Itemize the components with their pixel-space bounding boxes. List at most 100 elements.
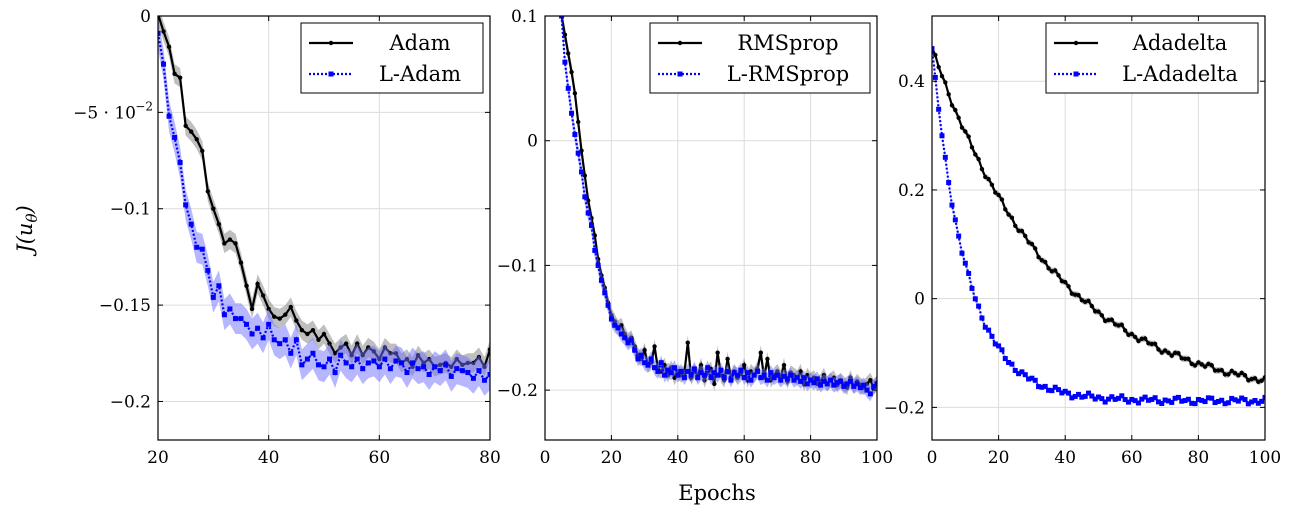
data-point: [585, 210, 591, 216]
data-point: [625, 340, 631, 346]
data-point: [1199, 397, 1205, 403]
data-point: [304, 356, 310, 362]
panel-adadelta: 0 20 40 60 80 100 0.4 0.2 0 −0.2 Adadelta L-Adadelt…: [884, 15, 1281, 468]
data-point: [327, 356, 333, 362]
data-point: [969, 285, 975, 291]
data-point: [1116, 323, 1121, 328]
data-point: [844, 381, 850, 387]
data-point: [851, 383, 857, 389]
data-point: [801, 375, 807, 381]
x-tick-label: 40: [258, 448, 280, 468]
data-point: [932, 46, 935, 52]
data-point: [685, 340, 690, 345]
data-point: [867, 391, 873, 397]
data-point: [648, 356, 654, 362]
data-point: [652, 344, 657, 349]
data-point: [976, 303, 982, 309]
data-point: [360, 366, 366, 372]
data-point: [688, 372, 694, 378]
x-tick-label: 60: [1121, 448, 1143, 468]
data-point: [781, 373, 787, 379]
data-point: [738, 367, 744, 373]
data-point: [956, 115, 961, 120]
legend-box: [300, 22, 484, 94]
data-point: [1023, 233, 1028, 239]
data-point: [211, 206, 216, 211]
legend-marker: [1073, 40, 1079, 46]
data-point: [1209, 363, 1214, 368]
x-tick-label: 20: [988, 448, 1010, 468]
data-point: [1056, 273, 1061, 278]
series-line-l-adadelta: [932, 48, 1265, 406]
data-point: [1049, 388, 1055, 394]
series-line-adadelta: [932, 48, 1265, 384]
data-point: [605, 302, 611, 308]
data-point: [784, 376, 790, 382]
legend-label-l-adadelta: L-Adadelta: [1122, 62, 1238, 86]
data-point: [1102, 318, 1108, 324]
data-point: [299, 327, 305, 333]
data-point: [943, 80, 948, 85]
data-point: [946, 180, 952, 186]
data-point: [576, 119, 581, 125]
data-point: [1259, 398, 1265, 404]
data-point: [735, 372, 741, 378]
data-point: [936, 64, 941, 70]
data-point: [1102, 399, 1108, 405]
data-point: [628, 337, 634, 343]
data-point: [837, 378, 843, 384]
data-point: [1232, 370, 1238, 376]
data-point: [233, 241, 238, 246]
data-point: [266, 306, 271, 312]
data-point: [1032, 377, 1038, 383]
data-point: [1046, 266, 1051, 271]
data-point: [662, 372, 668, 378]
data-point: [1175, 394, 1181, 400]
data-point: [172, 134, 178, 140]
data-point: [1182, 356, 1188, 362]
data-point: [1192, 363, 1198, 368]
data-point: [1235, 398, 1241, 404]
data-point: [708, 375, 714, 381]
data-point: [1082, 299, 1088, 305]
data-point: [754, 368, 760, 374]
data-point: [1252, 376, 1258, 381]
data-point: [618, 331, 624, 337]
data-point: [288, 350, 294, 356]
legend-label-adam: Adam: [388, 31, 450, 55]
data-point: [1039, 258, 1045, 263]
data-point: [612, 322, 618, 328]
data-point: [854, 381, 860, 387]
data-point: [1236, 373, 1241, 378]
legend: Adadelta L-Adadelta: [1045, 22, 1259, 94]
data-point: [1036, 384, 1042, 390]
axes-frame: [157, 15, 491, 441]
data-point: [1202, 399, 1208, 405]
data-point: [1049, 269, 1055, 274]
data-point: [210, 294, 216, 300]
data-point: [642, 360, 648, 366]
data-point: [645, 362, 651, 368]
data-point: [959, 250, 965, 256]
data-point: [249, 331, 255, 337]
data-point: [255, 281, 260, 287]
legend-label-l-rmsprop: L-RMSprop: [727, 62, 849, 86]
data-point: [1206, 361, 1211, 367]
data-point: [1209, 395, 1215, 401]
data-point: [1059, 278, 1065, 284]
data-point: [804, 381, 810, 387]
data-point: [798, 369, 803, 374]
data-point: [1135, 400, 1141, 406]
data-point: [1149, 396, 1155, 402]
data-point: [1079, 394, 1085, 400]
data-point: [1142, 394, 1148, 400]
data-point: [868, 377, 873, 383]
data-point: [221, 312, 227, 318]
y-tick-label: 0.1: [511, 7, 538, 27]
data-point: [1176, 351, 1181, 356]
data-point: [1139, 396, 1145, 402]
x-tick-label: 80: [479, 448, 501, 468]
data-point: [1182, 398, 1188, 404]
data-point: [249, 306, 255, 312]
data-point: [973, 152, 978, 157]
